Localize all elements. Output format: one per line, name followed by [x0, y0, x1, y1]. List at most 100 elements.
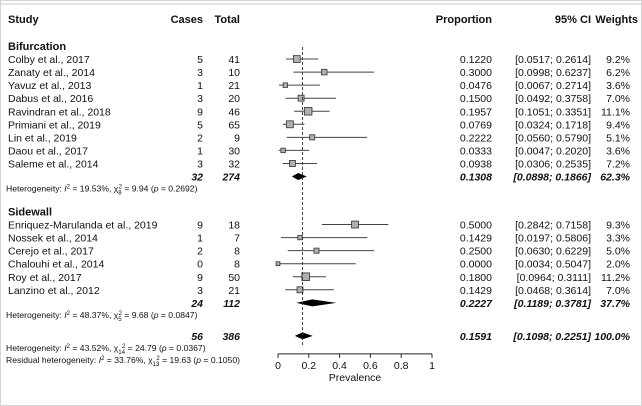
header-total: Total: [215, 14, 240, 26]
point-estimate-square: [296, 286, 304, 294]
group-label: Sidewall: [8, 207, 52, 219]
study-cases: 1: [197, 80, 203, 92]
study-weight: 3.6%: [606, 145, 630, 157]
study-name: Lin et al., 2019: [8, 132, 77, 144]
study-total: 30: [228, 145, 240, 157]
x-tick-label: 0: [275, 360, 281, 372]
overall-cases: 56: [191, 331, 203, 343]
study-name: Enriquez-Marulanda et al., 2019: [8, 220, 158, 232]
subgroup-total: 112: [223, 298, 240, 310]
study-cases: 3: [197, 285, 203, 297]
study-cases: 5: [197, 54, 203, 66]
study-name: Daou et al., 2017: [8, 145, 88, 157]
study-ci: [0.1051; 0.3351]: [515, 106, 591, 118]
study-ci: [0.0067; 0.2714]: [515, 80, 591, 92]
study-weight: 9.3%: [606, 220, 630, 232]
study-weight: 3.3%: [606, 233, 630, 245]
study-cases: 3: [197, 158, 203, 170]
study-name: Ravindran et al., 2018: [8, 106, 111, 118]
header-weights: Weights: [595, 14, 638, 26]
header-cases: Cases: [171, 14, 203, 26]
subgroup-total: 274: [221, 172, 240, 184]
point-estimate-square: [275, 261, 281, 267]
study-proportion: 0.0476: [460, 80, 492, 92]
study-ci: [0.0197; 0.5806]: [515, 233, 591, 245]
header-proportion: Proportion: [436, 14, 492, 26]
study-proportion: 0.1429: [460, 233, 492, 245]
study-name: Lanzino et al., 2012: [8, 285, 100, 297]
study-weight: 7.2%: [606, 158, 630, 170]
x-tick-label: 1: [429, 360, 435, 372]
x-tick-label: 0.2: [301, 360, 316, 372]
study-proportion: 0.5000: [460, 220, 492, 232]
study-total: 21: [228, 80, 240, 92]
study-name: Nossek et al., 2014: [8, 233, 98, 245]
study-cases: 1: [197, 145, 203, 157]
study-total: 41: [228, 54, 240, 66]
study-weight: 3.6%: [606, 80, 630, 92]
subgroup-weight: 37.7%: [600, 298, 630, 310]
study-name: Zanaty et al., 2014: [8, 67, 95, 79]
study-weight: 9.2%: [606, 54, 630, 66]
x-tick-label: 0.4: [332, 360, 347, 372]
subgroup-ci: [0.1189; 0.3781]: [513, 298, 591, 310]
subgroup-proportion: 0.2227: [460, 298, 493, 310]
study-ci: [0.0998; 0.6237]: [515, 67, 591, 79]
study-ci: [0.0324; 0.1718]: [515, 119, 591, 131]
study-proportion: 0.1957: [460, 106, 492, 118]
subgroup-proportion: 0.1308: [460, 172, 492, 184]
point-estimate-square: [292, 55, 301, 63]
x-tick-label: 0.8: [394, 360, 409, 372]
study-weight: 11.2%: [601, 272, 630, 284]
study-total: 10: [228, 67, 240, 79]
study-cases: 1: [197, 233, 203, 245]
study-total: 9: [234, 132, 240, 144]
study-total: 18: [228, 220, 240, 232]
overall-total: 386: [222, 331, 240, 343]
point-estimate-square: [297, 94, 305, 102]
study-proportion: 0.3000: [460, 67, 492, 79]
study-cases: 3: [197, 93, 203, 105]
study-name: Yavuz et al., 2013: [8, 80, 91, 92]
study-name: Dabus et al., 2016: [8, 93, 93, 105]
study-proportion: 0.1220: [460, 54, 492, 66]
study-ci: [0.0034; 0.5047]: [515, 259, 591, 271]
column-headers: Study Cases Total Proportion 95% CI Weig…: [8, 14, 638, 26]
point-estimate-square: [280, 147, 286, 154]
study-ci: [0.0964; 0.3111]: [517, 272, 591, 284]
header-ci: 95% CI: [555, 14, 591, 26]
study-ci: [0.0468; 0.3614]: [515, 285, 591, 297]
study-weight: 7.0%: [606, 93, 630, 105]
study-ci: [0.0560; 0.5790]: [515, 132, 591, 144]
study-ci: [0.0630; 0.6229]: [515, 246, 591, 258]
x-tick-label: 0.6: [363, 360, 378, 372]
residual-heterogeneity: Residual heterogeneity: I2 = 33.76%, χ13…: [6, 355, 240, 368]
study-ci: [0.0306; 0.2535]: [515, 158, 591, 170]
study-cases: 2: [197, 246, 203, 258]
subgroup-diamond: [296, 299, 337, 307]
study-total: 8: [234, 246, 240, 258]
point-estimate-square: [309, 134, 316, 141]
study-proportion: 0.2222: [460, 132, 492, 144]
study-name: Primiani et al., 2019: [8, 119, 101, 131]
study-weight: 6.2%: [606, 67, 630, 79]
study-weight: 5.1%: [606, 132, 630, 144]
study-cases: 9: [197, 106, 203, 118]
point-estimate-square: [282, 82, 288, 88]
x-axis: 0 0.2 0.4 0.6 0.8 1 Prevalence: [275, 353, 435, 384]
overall-diamond: [294, 332, 313, 340]
point-estimate-square: [285, 120, 294, 129]
study-ci: [0.0517; 0.2614]: [515, 54, 591, 66]
subgroup-cases: 32: [191, 172, 203, 184]
study-proportion: 0.1500: [460, 93, 492, 105]
point-estimate-square: [313, 247, 320, 254]
subgroup-ci: [0.0898; 0.1866]: [512, 172, 591, 184]
subgroup-heterogeneity: Heterogeneity: I2 = 48.37%, χ52 = 9.68 (…: [6, 310, 198, 323]
study-name: Cerejo et al., 2017: [8, 246, 94, 258]
overall-proportion: 0.1591: [460, 331, 492, 343]
group-label: Bifurcation: [8, 41, 66, 53]
study-proportion: 0.2500: [460, 246, 492, 258]
point-estimate-square: [297, 235, 303, 241]
study-proportion: 0.0938: [460, 158, 492, 170]
study-total: 8: [234, 259, 240, 271]
